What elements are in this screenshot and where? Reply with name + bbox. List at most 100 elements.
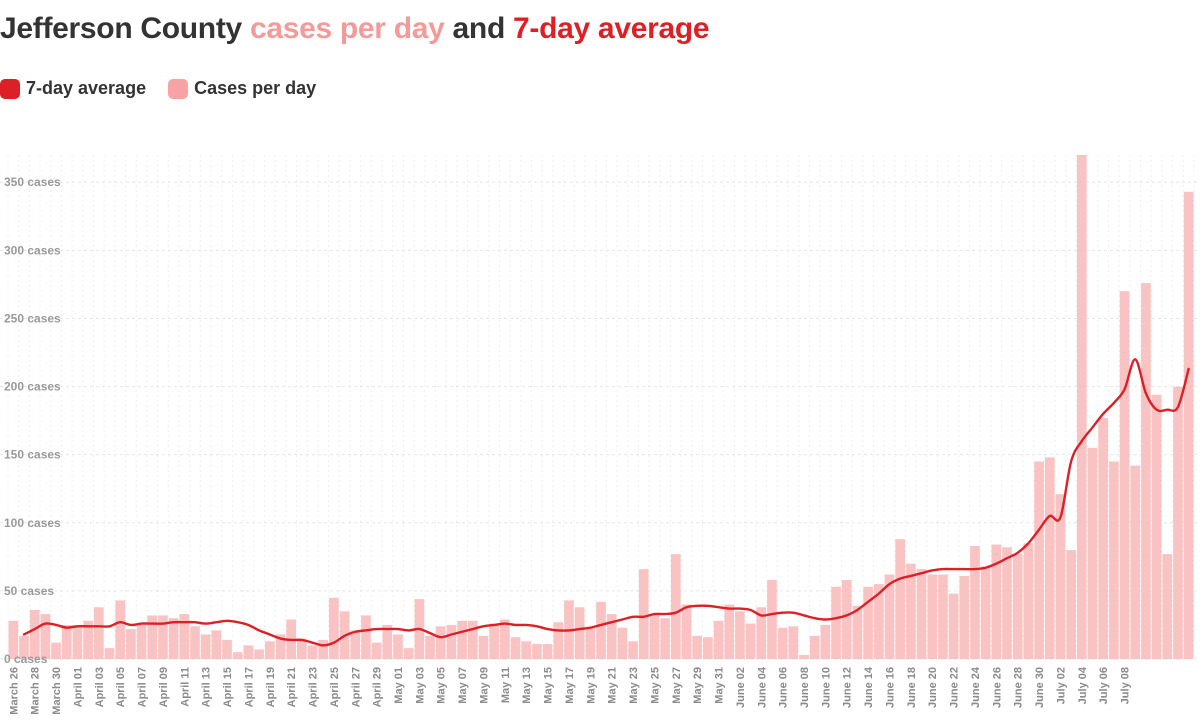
bar-cases-per-day[interactable] bbox=[1109, 461, 1119, 659]
bar-cases-per-day[interactable] bbox=[692, 635, 703, 659]
legend-item-cases-per-day[interactable]: Cases per day bbox=[168, 78, 316, 99]
bar-cases-per-day[interactable] bbox=[756, 607, 767, 659]
legend-item-7-day-average[interactable]: 7-day average bbox=[0, 78, 146, 99]
bar-cases-per-day[interactable] bbox=[232, 652, 243, 659]
bar-cases-per-day[interactable] bbox=[713, 620, 724, 659]
bar-cases-per-day[interactable] bbox=[777, 627, 788, 659]
bar-cases-per-day[interactable] bbox=[435, 626, 446, 659]
bar-cases-per-day[interactable] bbox=[393, 634, 403, 659]
bar-cases-per-day[interactable] bbox=[467, 620, 478, 659]
bar-cases-per-day[interactable] bbox=[788, 626, 799, 659]
bar-cases-per-day[interactable] bbox=[574, 607, 585, 659]
bar-cases-per-day[interactable] bbox=[1119, 291, 1130, 659]
bar-cases-per-day[interactable] bbox=[638, 569, 649, 659]
bar-cases-per-day[interactable] bbox=[51, 642, 61, 659]
bar-cases-per-day[interactable] bbox=[938, 574, 948, 659]
bar-cases-per-day[interactable] bbox=[1055, 494, 1066, 659]
bar-cases-per-day[interactable] bbox=[254, 649, 264, 659]
bar-cases-per-day[interactable] bbox=[126, 629, 136, 659]
bar-cases-per-day[interactable] bbox=[499, 619, 510, 659]
bar-cases-per-day[interactable] bbox=[296, 638, 307, 659]
bar-cases-per-day[interactable] bbox=[745, 623, 756, 659]
bar-cases-per-day[interactable] bbox=[820, 624, 831, 659]
bar-cases-per-day[interactable] bbox=[906, 563, 916, 659]
bar-cases-per-day[interactable] bbox=[959, 575, 970, 659]
bar-cases-per-day[interactable] bbox=[371, 642, 382, 659]
bar-cases-per-day[interactable] bbox=[863, 586, 873, 659]
bar-cases-per-day[interactable] bbox=[1173, 386, 1183, 659]
bar-cases-per-day[interactable] bbox=[1141, 283, 1151, 659]
bar-cases-per-day[interactable] bbox=[136, 624, 147, 659]
bar-cases-per-day[interactable] bbox=[521, 641, 532, 659]
bar-cases-per-day[interactable] bbox=[1183, 191, 1194, 659]
bar-cases-per-day[interactable] bbox=[158, 615, 168, 659]
bar-cases-per-day[interactable] bbox=[841, 579, 852, 659]
bar-cases-per-day[interactable] bbox=[1087, 447, 1098, 659]
bar-cases-per-day[interactable] bbox=[104, 648, 115, 659]
bar-cases-per-day[interactable] bbox=[147, 615, 158, 659]
bar-cases-per-day[interactable] bbox=[1076, 155, 1087, 659]
bar-cases-per-day[interactable] bbox=[809, 635, 820, 659]
bar-cases-per-day[interactable] bbox=[884, 574, 895, 659]
bar-cases-per-day[interactable] bbox=[873, 584, 884, 659]
bar-cases-per-day[interactable] bbox=[895, 539, 906, 659]
bar-cases-per-day[interactable] bbox=[852, 605, 863, 659]
bar-cases-per-day[interactable] bbox=[275, 634, 286, 659]
bar-cases-per-day[interactable] bbox=[617, 627, 628, 659]
bar-cases-per-day[interactable] bbox=[585, 627, 596, 659]
bar-cases-per-day[interactable] bbox=[489, 623, 499, 659]
bar-cases-per-day[interactable] bbox=[980, 566, 991, 659]
bar-cases-per-day[interactable] bbox=[200, 634, 211, 659]
bar-cases-per-day[interactable] bbox=[307, 645, 318, 659]
bar-cases-per-day[interactable] bbox=[703, 637, 713, 659]
bar-cases-per-day[interactable] bbox=[1034, 461, 1044, 659]
bar-cases-per-day[interactable] bbox=[1066, 550, 1076, 659]
bar-cases-per-day[interactable] bbox=[361, 615, 371, 659]
bar-cases-per-day[interactable] bbox=[115, 600, 126, 659]
bar-cases-per-day[interactable] bbox=[19, 635, 29, 659]
bar-cases-per-day[interactable] bbox=[425, 635, 435, 659]
bar-cases-per-day[interactable] bbox=[446, 624, 457, 659]
bar-cases-per-day[interactable] bbox=[382, 624, 393, 659]
bar-cases-per-day[interactable] bbox=[318, 639, 329, 659]
bar-cases-per-day[interactable] bbox=[179, 614, 190, 659]
bar-cases-per-day[interactable] bbox=[222, 639, 232, 659]
bar-cases-per-day[interactable] bbox=[211, 630, 222, 659]
bar-cases-per-day[interactable] bbox=[264, 641, 275, 659]
bar-cases-per-day[interactable] bbox=[735, 611, 745, 659]
bar-cases-per-day[interactable] bbox=[916, 569, 927, 659]
bar-cases-per-day[interactable] bbox=[767, 579, 777, 659]
bar-cases-per-day[interactable] bbox=[329, 597, 339, 659]
bar-cases-per-day[interactable] bbox=[970, 545, 980, 659]
bar-cases-per-day[interactable] bbox=[1012, 554, 1023, 659]
bar-cases-per-day[interactable] bbox=[831, 586, 841, 659]
bar-cases-per-day[interactable] bbox=[40, 614, 51, 659]
bar-cases-per-day[interactable] bbox=[670, 554, 681, 659]
bar-cases-per-day[interactable] bbox=[553, 622, 564, 659]
bar-cases-per-day[interactable] bbox=[649, 614, 660, 659]
bar-cases-per-day[interactable] bbox=[948, 593, 959, 659]
bar-cases-per-day[interactable] bbox=[190, 626, 200, 659]
bar-cases-per-day[interactable] bbox=[93, 607, 104, 659]
bar-cases-per-day[interactable] bbox=[991, 544, 1002, 659]
bar-cases-per-day[interactable] bbox=[628, 641, 638, 659]
bar-cases-per-day[interactable] bbox=[478, 635, 489, 659]
bar-cases-per-day[interactable] bbox=[510, 637, 521, 659]
bar-cases-per-day[interactable] bbox=[724, 604, 735, 659]
bar-cases-per-day[interactable] bbox=[681, 604, 692, 659]
bar-cases-per-day[interactable] bbox=[350, 630, 361, 659]
bar-cases-per-day[interactable] bbox=[457, 620, 467, 659]
bar-cases-per-day[interactable] bbox=[1130, 465, 1141, 659]
bar-cases-per-day[interactable] bbox=[532, 644, 542, 659]
bar-cases-per-day[interactable] bbox=[1023, 543, 1034, 659]
bar-cases-per-day[interactable] bbox=[72, 624, 83, 659]
bar-cases-per-day[interactable] bbox=[1151, 394, 1162, 659]
bar-cases-per-day[interactable] bbox=[660, 618, 670, 659]
bar-cases-per-day[interactable] bbox=[168, 618, 179, 659]
bar-cases-per-day[interactable] bbox=[403, 648, 414, 659]
bar-cases-per-day[interactable] bbox=[243, 645, 254, 659]
bar-cases-per-day[interactable] bbox=[606, 614, 617, 659]
bar-cases-per-day[interactable] bbox=[596, 601, 606, 659]
bar-cases-per-day[interactable] bbox=[542, 644, 553, 659]
bar-cases-per-day[interactable] bbox=[83, 620, 93, 659]
